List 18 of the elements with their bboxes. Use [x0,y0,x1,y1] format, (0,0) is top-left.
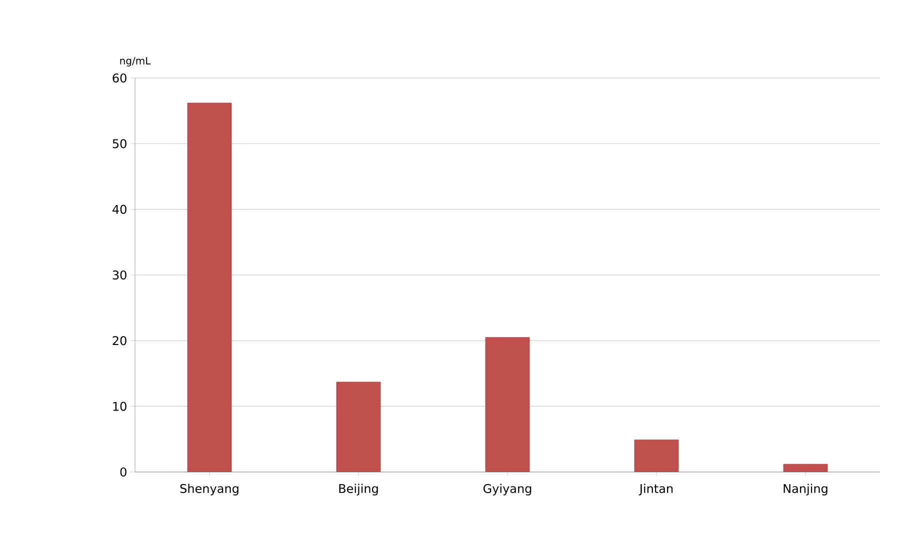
y-tick-label: 50 [112,139,126,148]
bar [783,464,828,472]
bar [634,440,679,472]
y-tick-label: 30 [112,270,126,280]
x-tick-label: Beijing [339,484,378,496]
y-axis-title: ng/mL [120,57,151,66]
x-tick-label: Gyiyang [483,484,532,496]
bar [336,382,381,472]
y-tick-label: 0 [120,467,126,477]
x-tick-label: Nanjing [784,484,828,496]
x-tick-label: Shenyang [180,484,238,496]
y-tick-label: 10 [113,402,126,411]
y-tick-label: 20 [112,336,126,346]
y-tick-label: 60 [112,73,126,83]
bar [187,102,232,472]
x-tick-label: Jintan [638,484,673,496]
y-tick-label: 40 [112,204,126,214]
bar [485,337,530,472]
